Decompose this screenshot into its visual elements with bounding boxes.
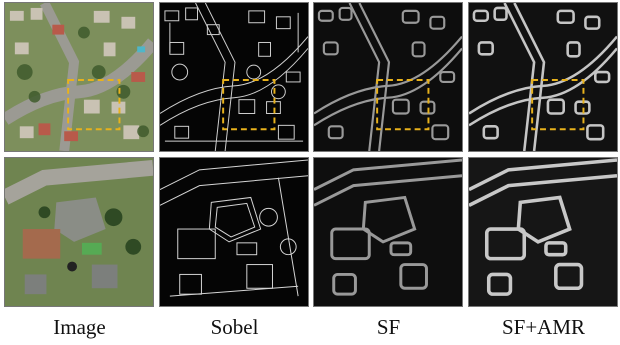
sobel-row1-edges [159,2,309,152]
highlight-box [67,78,121,131]
column-label-sf-amr: SF+AMR [501,315,586,339]
sf-row2-edges [313,157,463,307]
sf-row1-edges [313,2,463,152]
sf-amr-row1-edges [468,2,618,152]
image-row2-aerial-zoom [4,157,154,307]
sobel-row2-edges [159,157,309,307]
column-label-sf: SF [376,315,401,339]
highlight-box [222,78,276,131]
highlight-box [531,78,585,131]
image-row1-aerial [4,2,154,152]
sf-amr-row2-edges [468,157,618,307]
highlight-box [376,78,430,131]
column-label-sobel: Sobel [210,315,259,339]
column-label-image: Image [53,315,106,339]
